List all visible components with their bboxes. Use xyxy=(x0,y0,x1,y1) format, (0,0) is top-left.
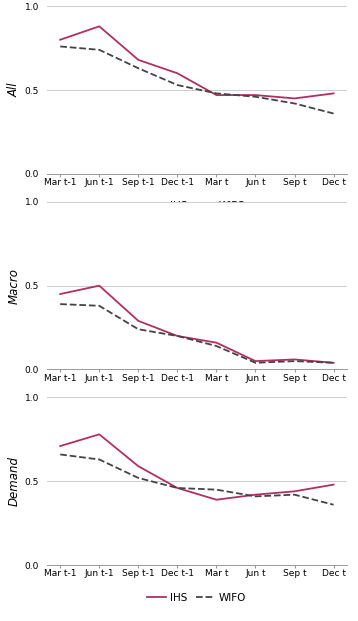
Y-axis label: Macro: Macro xyxy=(8,268,20,304)
Y-axis label: All: All xyxy=(8,83,20,97)
Legend: IHS, WIFO: IHS, WIFO xyxy=(143,197,251,215)
Legend: IHS, WIFO: IHS, WIFO xyxy=(143,393,251,411)
Legend: IHS, WIFO: IHS, WIFO xyxy=(143,589,251,607)
Y-axis label: Demand: Demand xyxy=(8,456,20,506)
